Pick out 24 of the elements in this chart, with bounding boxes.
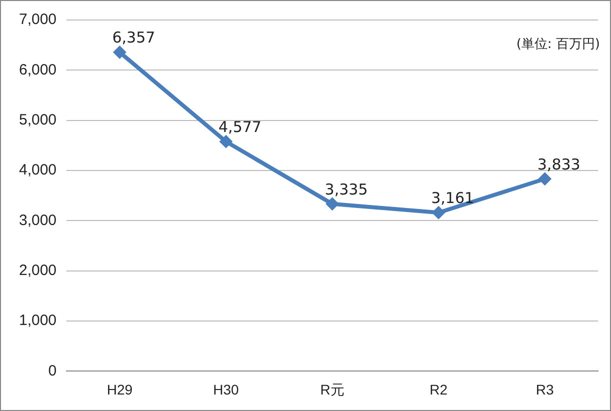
data-label: 6,357 xyxy=(112,28,156,47)
data-label: 3,833 xyxy=(537,155,580,174)
y-tick-label: 1,000 xyxy=(18,312,57,330)
point xyxy=(219,135,232,148)
data-label: 3,161 xyxy=(431,189,474,207)
y-tick-label: 2,000 xyxy=(18,262,57,279)
point xyxy=(432,206,446,220)
y-tick-label: 5,000 xyxy=(18,111,57,128)
point xyxy=(538,172,552,186)
point xyxy=(113,46,126,59)
x-tick-label: R2 xyxy=(430,381,448,398)
point xyxy=(326,197,339,210)
data-label: 4,577 xyxy=(218,118,262,136)
y-tick-label: 0 xyxy=(48,362,57,380)
x-tick-label: R3 xyxy=(536,381,554,398)
data-label: 3,335 xyxy=(324,180,368,198)
y-tick-label: 6,000 xyxy=(18,61,57,78)
y-tick-label: 7,000 xyxy=(18,11,57,28)
x-tick-label: R元 xyxy=(320,381,344,398)
x-tick-label: H30 xyxy=(213,381,240,398)
annotation: (単位: 百万円) xyxy=(516,36,600,53)
y-tick-label: 3,000 xyxy=(18,212,57,229)
x-tick-label: H29 xyxy=(106,381,133,398)
y-tick-label: 4,000 xyxy=(18,162,57,179)
